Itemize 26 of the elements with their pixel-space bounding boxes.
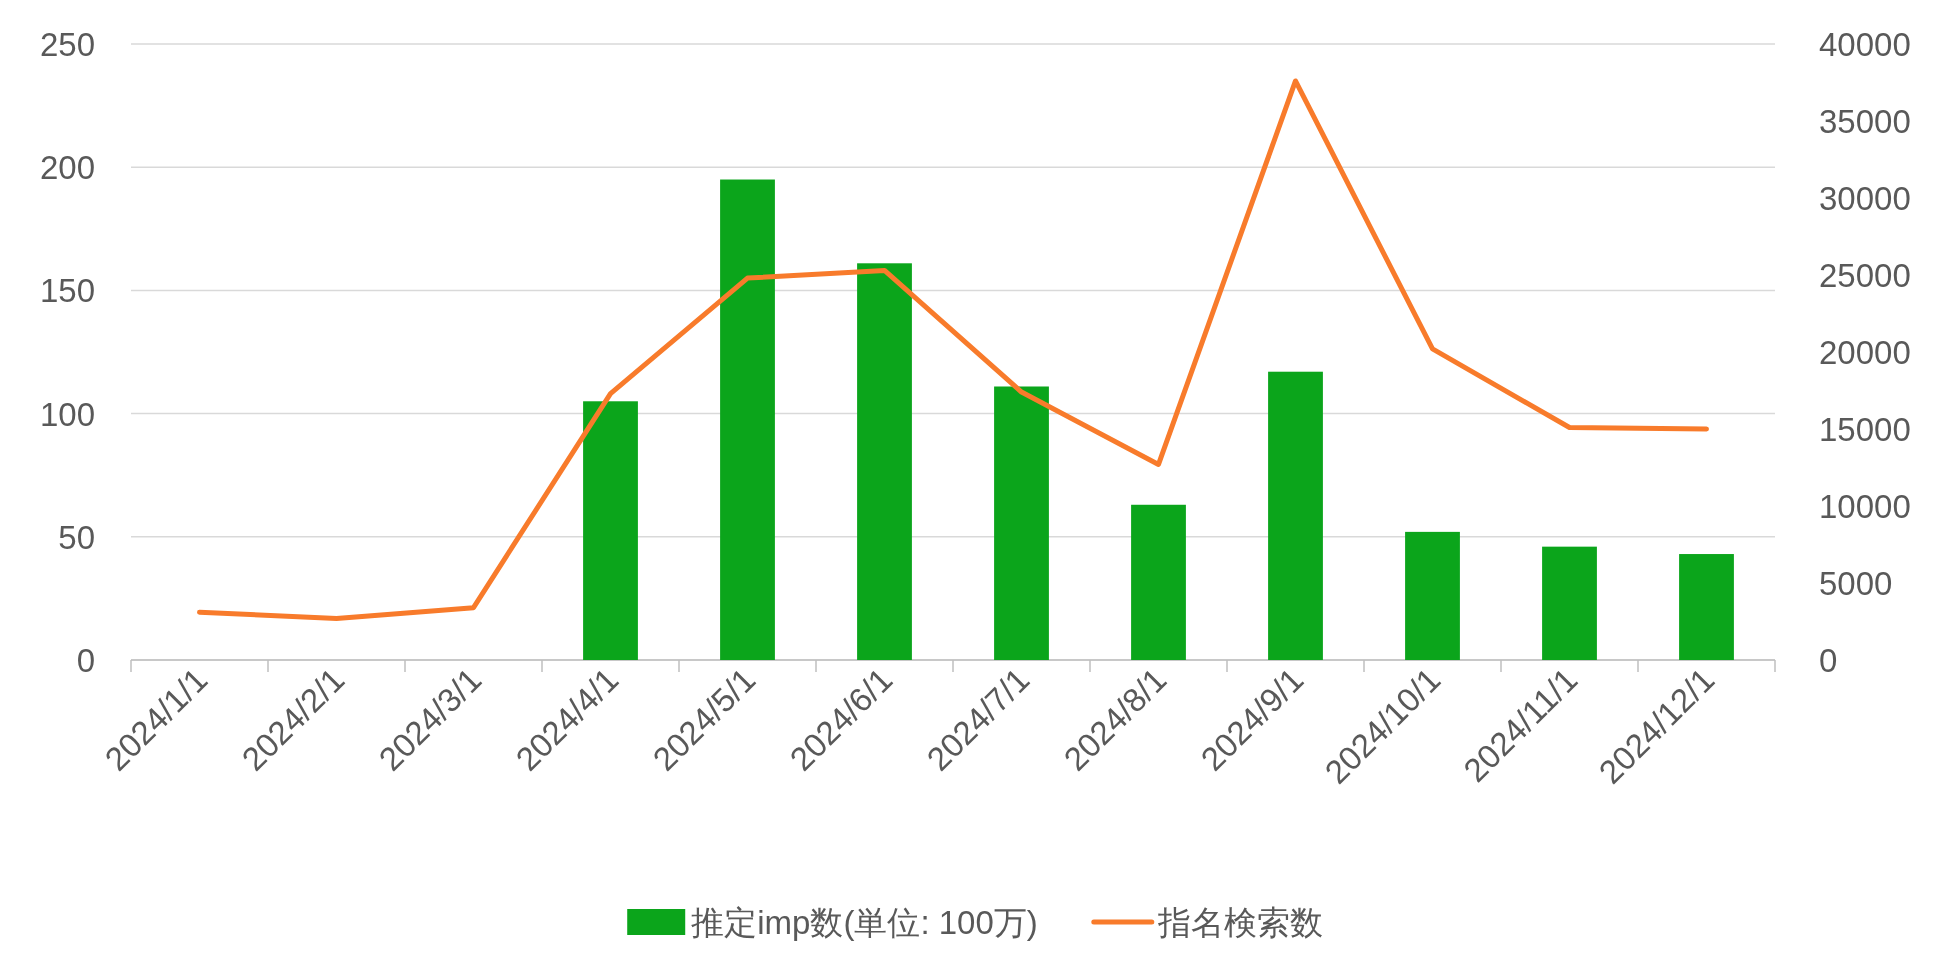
- bar: [1405, 531, 1460, 660]
- y2-tick-label: 40000: [1819, 26, 1911, 63]
- y-tick-label: 50: [58, 518, 95, 556]
- bar: [1131, 504, 1186, 660]
- bar: [720, 179, 775, 660]
- legend-label: 推定imp数(単位: 100万): [691, 904, 1038, 941]
- bar: [857, 263, 912, 660]
- y2-tick-label: 20000: [1819, 334, 1911, 371]
- y2-tick-label: 25000: [1819, 257, 1911, 294]
- y-tick-label: 100: [39, 395, 95, 433]
- bar: [1268, 371, 1323, 660]
- y2-tick-label: 35000: [1819, 103, 1911, 140]
- y2-tick-label: 30000: [1819, 180, 1911, 217]
- bar: [994, 386, 1049, 660]
- y-tick-label: 250: [39, 26, 95, 63]
- bar: [1542, 546, 1597, 660]
- y-tick-label: 150: [39, 272, 95, 310]
- y-tick-label: 0: [76, 642, 95, 679]
- legend-label: 指名検索数: [1156, 904, 1323, 941]
- bar: [1679, 554, 1734, 660]
- y2-tick-label: 5000: [1819, 565, 1893, 602]
- y2-tick-label: 15000: [1819, 411, 1911, 448]
- y2-tick-label: 0: [1819, 642, 1838, 679]
- bar: [583, 401, 638, 660]
- y2-tick-label: 10000: [1819, 488, 1911, 525]
- y-tick-label: 200: [39, 149, 95, 187]
